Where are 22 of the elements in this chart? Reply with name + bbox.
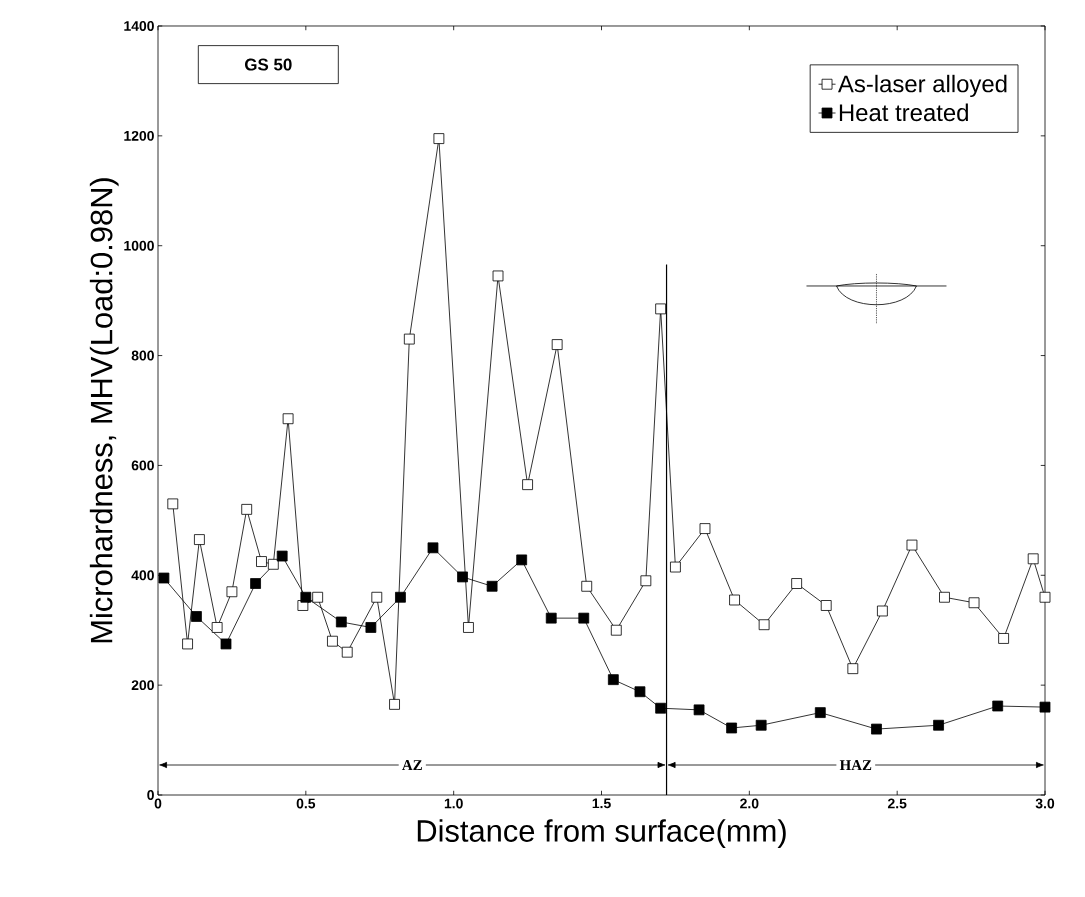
y-tick-label: 400 xyxy=(131,570,154,581)
y-tick-label: 200 xyxy=(131,680,154,691)
x-tick-label: 3.0 xyxy=(1035,798,1055,809)
legend-label: Heat treated xyxy=(839,103,968,122)
y-axis-title: Microhardness, MHV(Load:0.98N) xyxy=(89,178,119,643)
x-tick-label: 0.5 xyxy=(296,798,316,809)
y-tick-label: 800 xyxy=(131,350,154,361)
x-tick-label: 2.5 xyxy=(887,798,907,809)
y-tick-label: 0 xyxy=(147,790,154,800)
y-tick-label: 1400 xyxy=(124,21,154,31)
y-tick-label: 1000 xyxy=(124,240,154,251)
annotation: AZ xyxy=(402,760,422,770)
legend-label: As-laser alloyed xyxy=(837,74,1007,98)
x-tick-label: 0 xyxy=(154,798,162,809)
annotation: GS 50 xyxy=(244,58,292,71)
x-axis-title: Distance from surface(mm) xyxy=(417,819,786,849)
y-tick-label: 1200 xyxy=(124,130,154,141)
x-tick-label: 1.5 xyxy=(592,798,611,809)
y-tick-label: 600 xyxy=(131,460,154,471)
x-tick-label: 1.0 xyxy=(444,798,463,809)
x-tick-label: 2.0 xyxy=(740,798,759,809)
annotation: HAZ xyxy=(839,760,872,770)
